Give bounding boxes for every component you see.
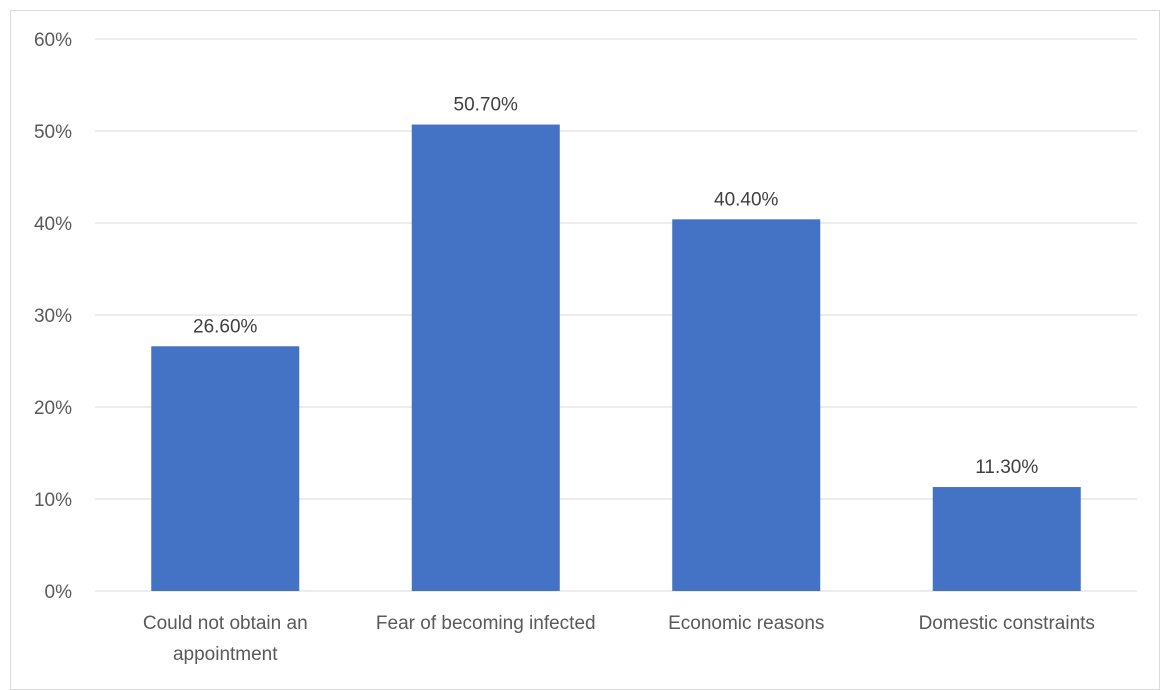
category-label: Could not obtain an (143, 613, 308, 634)
bar-chart: 0% 10% 20% 30% 40% 50% 60% 26.60% 50.70% 40.40% 1… (34, 30, 1137, 665)
bar (672, 219, 821, 591)
bar (411, 124, 560, 591)
data-labels: 26.60% 50.70% 40.40% 11.30% (193, 95, 1038, 478)
y-tick-label: 50% (34, 122, 72, 143)
y-tick-label: 0% (45, 582, 73, 603)
category-label: appointment (173, 644, 278, 665)
y-axis-ticks: 0% 10% 20% 30% 40% 50% 60% (34, 30, 72, 603)
y-tick-label: 20% (34, 398, 72, 419)
y-tick-label: 60% (34, 30, 72, 51)
y-tick-label: 10% (34, 490, 72, 511)
bars (151, 124, 1081, 591)
category-label: Fear of becoming infected (376, 613, 596, 634)
category-labels: Could not obtain an appointment Fear of be… (143, 613, 1095, 665)
data-label: 26.60% (193, 316, 258, 337)
data-label: 50.70% (454, 95, 519, 116)
category-label: Domestic constraints (919, 613, 1095, 634)
category-label: Economic reasons (668, 613, 824, 634)
data-label: 11.30% (975, 457, 1038, 478)
bar (932, 487, 1081, 591)
bar (151, 346, 300, 591)
y-tick-label: 40% (34, 214, 72, 235)
y-tick-label: 30% (34, 306, 72, 327)
data-label: 40.40% (714, 189, 779, 210)
